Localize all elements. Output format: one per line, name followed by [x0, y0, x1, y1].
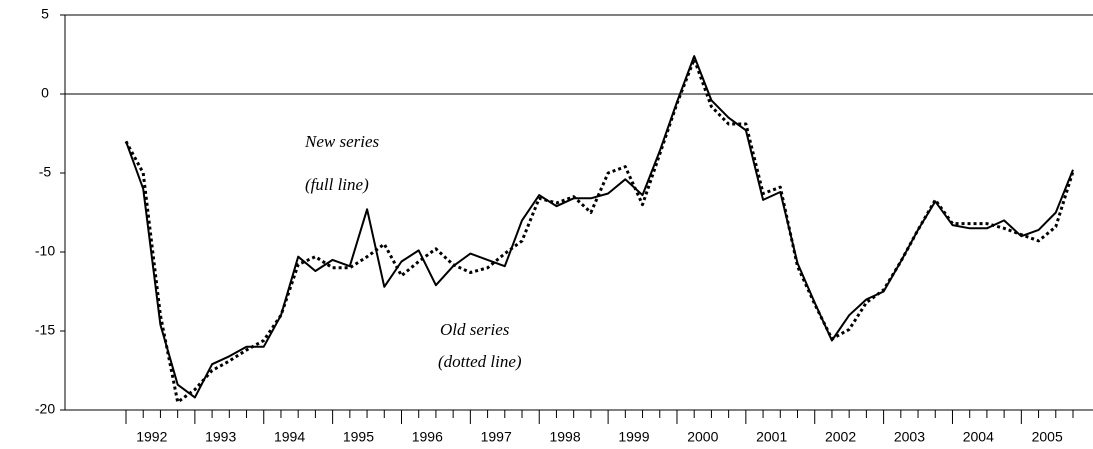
y-tick-label: 0 — [41, 85, 49, 101]
x-tick-label: 1998 — [549, 429, 580, 445]
x-tick-label: 1993 — [205, 429, 236, 445]
x-tick-label: 2002 — [825, 429, 856, 445]
y-tick-label: 5 — [41, 6, 49, 22]
y-tick-label: -10 — [35, 243, 55, 259]
x-tick-label: 2005 — [1032, 429, 1063, 445]
y-tick-label: -15 — [35, 322, 55, 338]
annotation: New series — [304, 132, 380, 151]
annotation: (full line) — [305, 175, 369, 194]
x-tick-label: 2000 — [687, 429, 718, 445]
x-tick-label: 1999 — [618, 429, 649, 445]
x-tick-label: 2001 — [756, 429, 787, 445]
annotation: (dotted line) — [438, 352, 522, 371]
annotation: Old series — [440, 320, 510, 339]
y-tick-label: -5 — [39, 164, 52, 180]
series-line — [125, 55, 1074, 399]
x-tick-label: 1995 — [343, 429, 374, 445]
x-tick-label: 1992 — [136, 429, 167, 445]
x-tick-label: 1994 — [274, 429, 305, 445]
y-tick-label: -20 — [35, 401, 55, 417]
x-tick-label: 2003 — [894, 429, 925, 445]
x-tick-label: 1997 — [481, 429, 512, 445]
x-tick-label: 1996 — [412, 429, 443, 445]
series-line — [124, 57, 1075, 404]
x-tick-label: 2004 — [963, 429, 994, 445]
